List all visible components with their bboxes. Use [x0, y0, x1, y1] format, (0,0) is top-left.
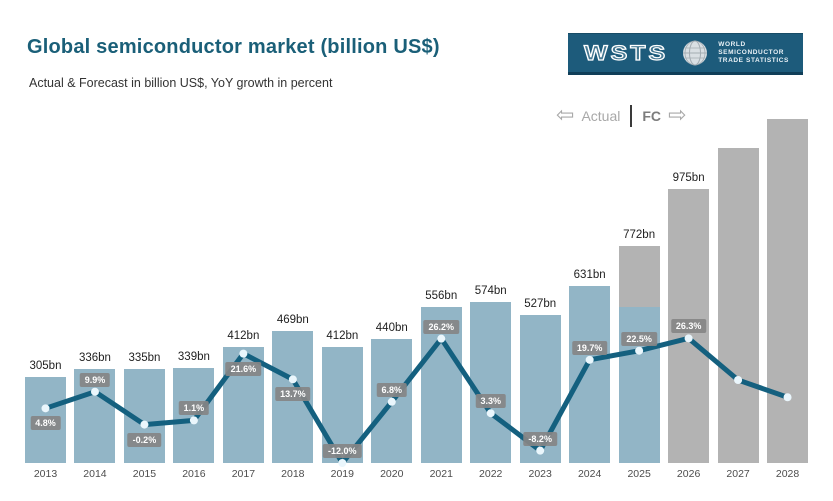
yoy-growth-point	[140, 420, 149, 429]
bar-value-label: 335bn	[128, 351, 161, 364]
yoy-growth-point	[437, 334, 446, 343]
bar-value-label: 772bn	[623, 228, 656, 241]
x-axis-year-label: 2019	[330, 468, 354, 480]
bar-value-label: 631bn	[573, 268, 606, 281]
bar-value-label: 339bn	[177, 350, 210, 363]
x-axis-year-label: 2016	[182, 468, 206, 480]
bar-value-label: 527bn	[524, 297, 557, 310]
wsts-org-name: WORLD SEMICONDUCTOR TRADE STATISTICS	[718, 41, 789, 65]
yoy-growth-point	[288, 375, 297, 384]
yoy-growth-point	[189, 416, 198, 425]
yoy-growth-badge: 22.5%	[621, 331, 657, 346]
yoy-growth-point	[486, 409, 495, 418]
yoy-growth-badge: 19.7%	[571, 340, 608, 355]
yoy-growth-badge: 13.7%	[275, 387, 311, 402]
yoy-growth-point	[734, 375, 743, 384]
yoy-growth-badge: 9.9%	[79, 372, 111, 387]
bar-value-label: 412bn	[227, 330, 260, 343]
yoy-growth-badge: -12.0%	[323, 444, 362, 458]
yoy-growth-point	[684, 334, 693, 343]
bar-value-label: 574bn	[474, 284, 507, 297]
yoy-growth-point	[41, 404, 50, 413]
bar-value-label: 440bn	[375, 322, 408, 335]
yoy-growth-point	[338, 459, 347, 467]
yoy-growth-line	[43, 335, 791, 466]
yoy-growth-badge: 21.6%	[225, 361, 262, 376]
x-axis-year-label: 2017	[231, 468, 256, 480]
yoy-growth-point	[635, 346, 644, 355]
yoy-growth-badge: 6.8%	[376, 382, 408, 397]
x-axis-year-label: 2021	[429, 468, 453, 480]
wsts-logo: WSTS WORLD SEMICONDUCTOR TRADE STATISTIC…	[568, 33, 803, 75]
x-axis-year-label: 2015	[132, 468, 157, 480]
x-axis-year-label: 2014	[83, 468, 107, 480]
x-axis-year-label: 2018	[281, 468, 305, 480]
arrow-left-icon: ⇦	[556, 103, 575, 128]
yoy-growth-point	[585, 355, 594, 364]
yoy-growth-badge: -8.2%	[523, 431, 557, 446]
yoy-growth-badge: 26.2%	[423, 319, 460, 334]
bar-value-label: 975bn	[672, 171, 705, 184]
yoy-growth-badge: 3.3%	[475, 394, 506, 409]
yoy-growth-point	[783, 393, 792, 402]
legend-fc-label: FC	[642, 108, 662, 124]
bar-value-label: 469bn	[276, 314, 309, 327]
yoy-growth-point	[536, 446, 545, 455]
bar-actual	[569, 285, 611, 463]
yoy-growth-badge: 26.3%	[670, 319, 707, 334]
bar-value-label: 412bn	[326, 330, 359, 343]
yoy-growth-badge: 4.8%	[30, 416, 61, 431]
x-axis-year-label: 2027	[726, 468, 750, 480]
bar-value-label: 305bn	[29, 360, 62, 373]
bar-forecast	[767, 118, 809, 463]
wsts-org-line: SEMICONDUCTOR	[718, 49, 785, 56]
x-axis-year-label: 2026	[676, 468, 701, 480]
bar-forecast	[717, 148, 759, 463]
actual-fc-legend: ⇦ Actual FC ⇨	[556, 103, 686, 129]
bar-actual	[470, 301, 512, 463]
globe-icon	[683, 40, 708, 66]
x-axis-year-label: 2028	[775, 468, 800, 480]
yoy-growth-point	[387, 397, 396, 406]
yoy-growth-point	[239, 349, 248, 358]
yoy-growth-point	[90, 387, 99, 396]
x-axis-year-label: 2024	[577, 468, 602, 480]
yoy-growth-badge: 1.1%	[178, 401, 210, 416]
x-axis-year-label: 2022	[479, 468, 503, 480]
wsts-org-line: WORLD	[718, 41, 746, 48]
page-title: Global semiconductor market (billion US$…	[27, 36, 440, 58]
x-axis-year-label: 2023	[528, 468, 552, 480]
bar-value-label: 336bn	[78, 351, 111, 364]
legend-divider	[630, 105, 633, 127]
bar-value-label: 556bn	[425, 289, 458, 302]
x-axis-year-label: 2020	[380, 468, 404, 480]
page-subtitle: Actual & Forecast in billion US$, YoY gr…	[29, 76, 333, 90]
wsts-org-line: TRADE STATISTICS	[718, 57, 789, 64]
x-axis-year-label: 2013	[33, 468, 58, 480]
yoy-growth-badge: -0.2%	[127, 432, 162, 447]
legend-actual-label: Actual	[581, 108, 621, 124]
arrow-right-icon: ⇨	[668, 103, 687, 128]
x-axis-year-label: 2025	[627, 468, 651, 480]
wsts-wordmark: WSTS	[583, 40, 669, 65]
